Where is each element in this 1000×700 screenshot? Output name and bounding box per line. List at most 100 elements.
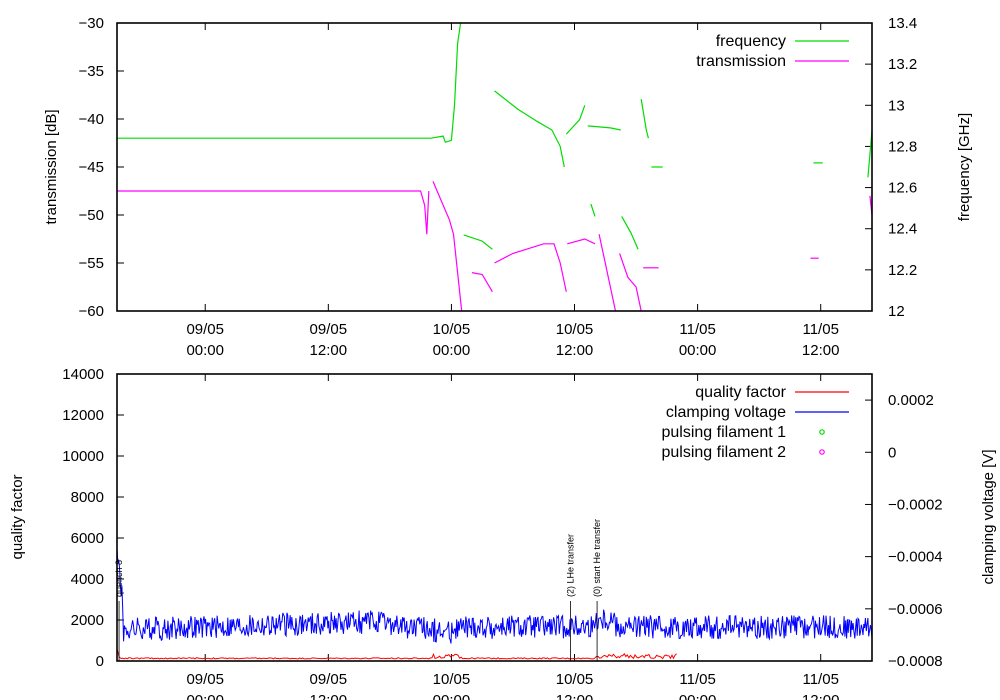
y-left-tick-label: 6000: [71, 530, 104, 547]
transmission-segment: [619, 253, 642, 312]
top-plot-frame: [116, 22, 873, 312]
y-right-tick-label: −0.0006: [888, 601, 943, 618]
x-tick-label-time: 00:00: [186, 692, 224, 700]
frequency-segment: [621, 216, 639, 250]
x-tick-label-date: 10/05: [556, 321, 594, 338]
legend-entry: clamping voltage: [666, 404, 849, 421]
transmission-segment: [567, 238, 596, 245]
frequency-segment: [463, 234, 493, 250]
bottom-plot-area: 09/05 00:00 09/05 12:00 10/05 00:00 10/05 12:00…: [62, 366, 942, 700]
legend-entry: transmission: [696, 53, 849, 70]
legend-entry: pulsing filament 2: [661, 444, 825, 461]
frequency-segment: [590, 203, 596, 217]
x-tick-label-time: 00:00: [679, 692, 717, 700]
y-right-tick-label: 12.8: [888, 138, 917, 155]
transmission-segment: [432, 181, 463, 312]
top-left-axis-label: transmission [dB]: [43, 109, 60, 224]
x-tick-label-date: 10/05: [433, 321, 471, 338]
transmission-segment: [598, 234, 617, 312]
y-right-tick-label: 0.0002: [888, 392, 934, 409]
frequency-segment: [640, 99, 649, 139]
legend-marker: [819, 449, 825, 455]
x-tick-label-date: 11/05: [802, 321, 838, 338]
x-tick-label-date: 11/05: [802, 671, 838, 688]
y-right-tick-label: −0.0004: [888, 549, 943, 566]
y-left-tick-label: −30: [79, 15, 104, 32]
x-tick-label-time: 00:00: [433, 342, 471, 359]
top-right-axis-label: frequency [GHz]: [956, 113, 973, 221]
x-tick-label-time: 12:00: [310, 342, 348, 359]
legend-label: frequency: [716, 33, 786, 50]
y-right-tick-label: 0: [888, 444, 896, 461]
legend-entry: frequency: [716, 33, 849, 50]
legend-entry: quality factor: [695, 384, 849, 401]
y-left-tick-label: −35: [79, 63, 104, 80]
x-tick-label-date: 11/05: [679, 321, 715, 338]
y-left-tick-label: −40: [79, 111, 104, 128]
y-left-tick-label: 10000: [62, 448, 104, 465]
x-tick-label-time: 12:00: [310, 692, 348, 700]
x-tick-label-time: 12:00: [556, 692, 594, 700]
legend-label: pulsing filament 2: [661, 444, 786, 461]
legend-label: transmission: [696, 53, 786, 70]
y-left-tick-label: 4000: [71, 571, 104, 588]
legend-label: clamping voltage: [666, 404, 786, 421]
legend-label: pulsing filament 1: [661, 424, 786, 441]
x-tick-label-date: 10/05: [433, 671, 471, 688]
frequency-segment: [565, 105, 586, 135]
y-left-tick-label: −45: [79, 159, 104, 176]
y-left-tick-label: 12000: [62, 407, 104, 424]
y-right-tick-label: 12.6: [888, 180, 917, 197]
y-right-tick-label: −0.0002: [888, 496, 943, 513]
event-annotation-label: quench 8: [114, 560, 124, 597]
y-right-tick-label: 12.4: [888, 221, 917, 238]
y-left-tick-label: 2000: [71, 612, 104, 629]
frequency-segment: [587, 125, 621, 131]
quality-voltage-chart: 09/05 00:00 09/05 12:00 10/05 00:00 10/05 12:00…: [9, 366, 997, 700]
y-left-tick-label: 14000: [62, 366, 104, 383]
y-right-tick-label: 13.4: [888, 15, 917, 32]
transmission-segment: [471, 272, 493, 293]
x-tick-label-time: 00:00: [679, 342, 717, 359]
transmission-frequency-chart: 09/05 00:00 09/05 12:00 10/05 00:00 10/05 12:00…: [43, 15, 973, 359]
y-right-tick-label: 13: [888, 97, 905, 114]
frequency-segment: [117, 22, 462, 144]
y-left-tick-label: 8000: [71, 489, 104, 506]
x-tick-label-time: 00:00: [186, 342, 224, 359]
x-tick-label-date: 09/05: [186, 671, 224, 688]
y-right-tick-label: 13.2: [888, 56, 917, 73]
bottom-right-axis-label: clamping voltage [V]: [980, 449, 997, 584]
top-legend: frequency transmission: [696, 33, 849, 70]
event-annotation-label: (0) start He transfer: [592, 519, 602, 597]
transmission-segment: [117, 190, 430, 235]
frequency-segment: [494, 90, 565, 168]
transmission-segment: [494, 243, 567, 292]
event-annotation-label: (2) LHe transfer: [565, 534, 575, 597]
legend-entry: pulsing filament 1: [661, 424, 825, 441]
y-left-tick-label: −55: [79, 255, 104, 272]
x-tick-label-time: 12:00: [556, 342, 594, 359]
x-tick-label-time: 12:00: [802, 692, 840, 700]
quality-factor-trace: [116, 648, 677, 660]
y-left-tick-label: 0: [96, 653, 104, 670]
x-tick-label-time: 00:00: [433, 692, 471, 700]
x-tick-label-date: 11/05: [679, 671, 715, 688]
y-right-tick-label: 12.2: [888, 262, 917, 279]
clamping-voltage-trace: [116, 548, 873, 644]
x-tick-label-date: 10/05: [556, 671, 594, 688]
y-right-tick-label: −0.0008: [888, 653, 943, 670]
legend-marker: [819, 429, 825, 435]
y-left-tick-label: −60: [79, 303, 104, 320]
x-tick-label-date: 09/05: [310, 321, 348, 338]
legend-label: quality factor: [695, 384, 786, 401]
y-left-tick-label: −50: [79, 207, 104, 224]
bottom-left-axis-label: quality factor: [9, 474, 26, 559]
bottom-plot-frame: [116, 373, 873, 662]
x-tick-label-date: 09/05: [186, 321, 224, 338]
bottom-legend: quality factor clamping voltage pulsing fi…: [661, 384, 849, 461]
y-right-tick-label: 12: [888, 303, 905, 320]
x-tick-label-date: 09/05: [310, 671, 348, 688]
top-plot-area: 09/05 00:00 09/05 12:00 10/05 00:00 10/05 12:00…: [79, 15, 918, 359]
x-tick-label-time: 12:00: [802, 342, 840, 359]
